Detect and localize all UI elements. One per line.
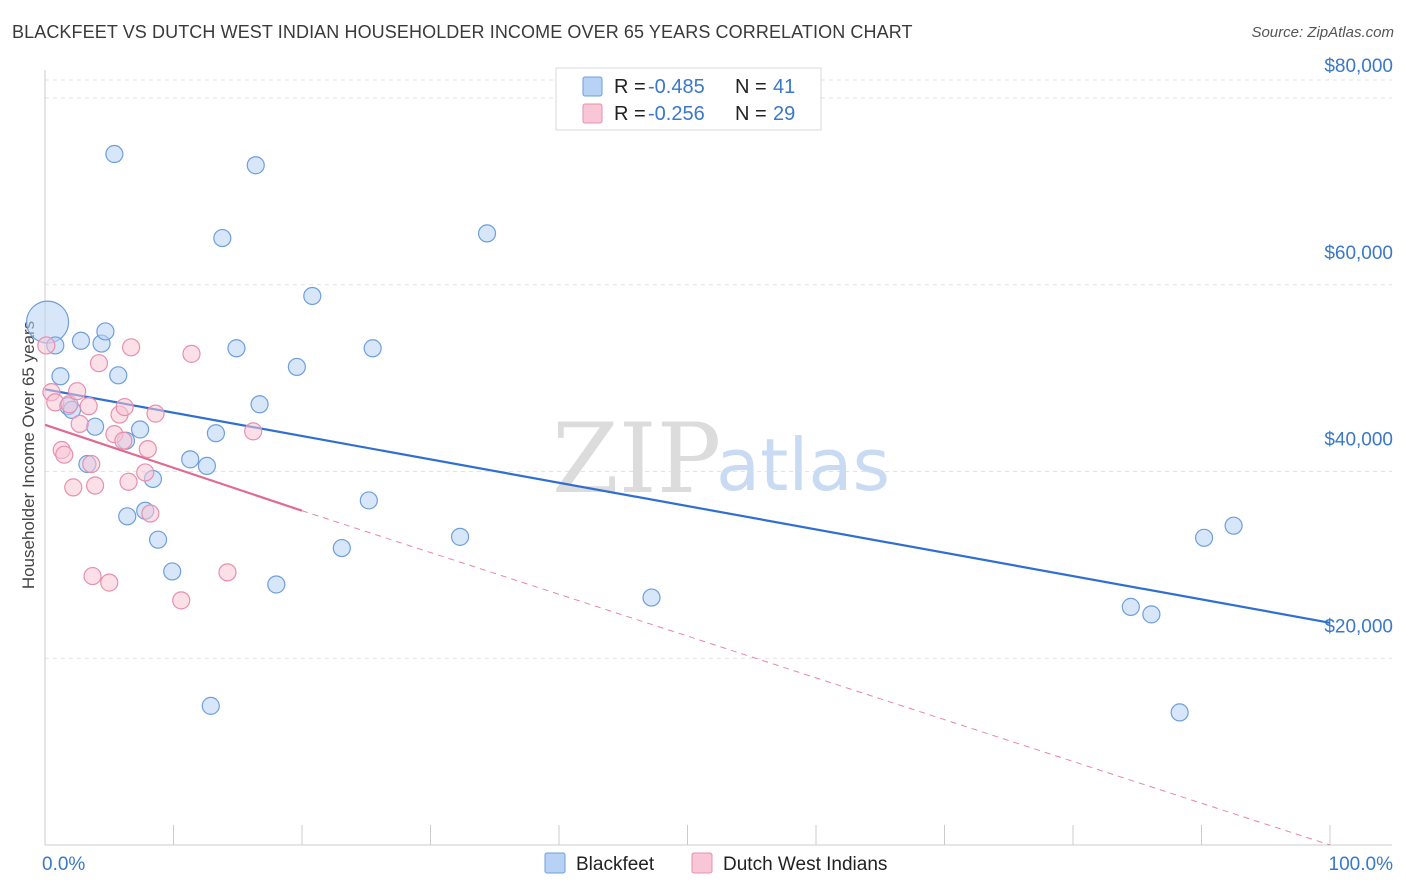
y-tick-label: $80,000 — [1324, 56, 1393, 77]
point-blackfeet — [109, 366, 128, 385]
bottom-legend-swatch-dutch — [691, 852, 713, 874]
x-tick-label-min: 0.0% — [42, 854, 85, 875]
point-blackfeet — [181, 450, 200, 469]
y-tick-label: $40,000 — [1324, 430, 1393, 451]
trend-line-dutch-extension — [301, 510, 1331, 846]
legend-swatch-dutch — [582, 103, 603, 124]
point-dutch-west-indians — [100, 573, 119, 592]
point-dutch-west-indians — [82, 454, 101, 474]
point-blackfeet — [332, 538, 351, 558]
point-blackfeet — [227, 339, 246, 358]
point-blackfeet — [246, 156, 265, 175]
data-points — [25, 144, 1243, 722]
point-dutch-west-indians — [182, 344, 201, 363]
point-dutch-west-indians — [146, 404, 165, 423]
point-blackfeet — [1121, 597, 1140, 616]
point-dutch-west-indians — [70, 414, 89, 433]
legend-swatch-blackfeet — [582, 76, 603, 97]
point-blackfeet — [96, 322, 115, 341]
point-dutch-west-indians — [64, 478, 83, 497]
y-axis-label: Householder Income Over 65 years — [19, 321, 38, 589]
legend-n-value-2: 29 — [773, 103, 795, 125]
point-dutch-west-indians — [55, 445, 74, 464]
series-legend: Blackfeet Dutch West Indians — [544, 852, 887, 875]
point-blackfeet — [450, 527, 470, 546]
point-dutch-west-indians — [114, 431, 133, 450]
point-blackfeet — [105, 144, 124, 164]
bottom-legend-label-blackfeet: Blackfeet — [576, 854, 655, 875]
point-dutch-west-indians — [115, 397, 134, 417]
chart-title: BLACKFEET VS DUTCH WEST INDIAN HOUSEHOLD… — [12, 22, 913, 42]
point-blackfeet — [267, 575, 286, 594]
point-blackfeet — [213, 228, 232, 248]
point-blackfeet — [250, 395, 269, 414]
legend-n-value-1: 41 — [773, 76, 795, 98]
legend-r-value-1: -0.485 — [648, 76, 705, 98]
point-blackfeet — [359, 491, 378, 510]
axes — [44, 70, 1392, 846]
watermark-atlas: atlas — [716, 423, 890, 507]
point-blackfeet — [197, 456, 217, 476]
point-blackfeet — [51, 367, 70, 386]
point-blackfeet — [477, 224, 497, 243]
legend-r-value-2: -0.256 — [648, 103, 705, 125]
legend-r-label-2: R = — [614, 103, 646, 125]
point-dutch-west-indians — [83, 566, 102, 586]
watermark-zip: ZIP — [552, 403, 721, 515]
x-tick-label-max: 100.0% — [1329, 854, 1394, 875]
point-blackfeet — [1194, 528, 1214, 547]
point-dutch-west-indians — [68, 382, 87, 401]
point-dutch-west-indians — [172, 591, 191, 610]
bottom-legend-label-dutch: Dutch West Indians — [723, 854, 887, 875]
bottom-legend-swatch-blackfeet — [544, 852, 566, 874]
point-dutch-west-indians — [86, 476, 105, 495]
point-blackfeet — [1142, 605, 1161, 624]
point-dutch-west-indians — [141, 504, 160, 523]
stats-legend: R = -0.485 N = 41 R = -0.256 N = 29 — [555, 67, 822, 131]
point-dutch-west-indians — [136, 463, 155, 482]
point-blackfeet — [303, 286, 322, 306]
point-dutch-west-indians — [244, 422, 263, 441]
y-tick-label: $20,000 — [1324, 616, 1393, 637]
point-dutch-west-indians — [79, 397, 98, 416]
point-blackfeet — [1170, 703, 1189, 722]
trend-line-dutch — [44, 423, 303, 512]
point-blackfeet — [201, 696, 220, 715]
legend-n-label-1: N = — [735, 76, 767, 98]
point-blackfeet — [118, 507, 137, 526]
point-blackfeet — [148, 530, 168, 549]
point-blackfeet — [86, 417, 105, 436]
y-tick-label: $60,000 — [1324, 243, 1393, 264]
source-label: Source: ZipAtlas.com — [1251, 24, 1394, 41]
point-blackfeet — [642, 588, 661, 607]
point-dutch-west-indians — [121, 338, 141, 357]
x-tick-labels: 0.0% 100.0% — [42, 854, 1393, 875]
point-blackfeet — [1224, 516, 1243, 535]
point-dutch-west-indians — [89, 354, 109, 373]
legend-n-label-2: N = — [735, 103, 767, 125]
y-tick-labels: $20,000 $40,000 $60,000 $80,000 — [1324, 56, 1393, 637]
point-dutch-west-indians — [138, 439, 157, 459]
point-blackfeet — [287, 357, 306, 377]
point-dutch-west-indians — [119, 472, 138, 491]
legend-r-label-1: R = — [614, 76, 646, 98]
point-blackfeet — [163, 562, 182, 581]
watermark: ZIP atlas — [552, 403, 890, 515]
point-dutch-west-indians — [37, 336, 56, 355]
point-dutch-west-indians — [218, 563, 237, 582]
point-blackfeet — [130, 420, 150, 439]
point-blackfeet — [71, 331, 91, 350]
point-blackfeet — [363, 339, 382, 358]
point-blackfeet — [206, 424, 226, 443]
